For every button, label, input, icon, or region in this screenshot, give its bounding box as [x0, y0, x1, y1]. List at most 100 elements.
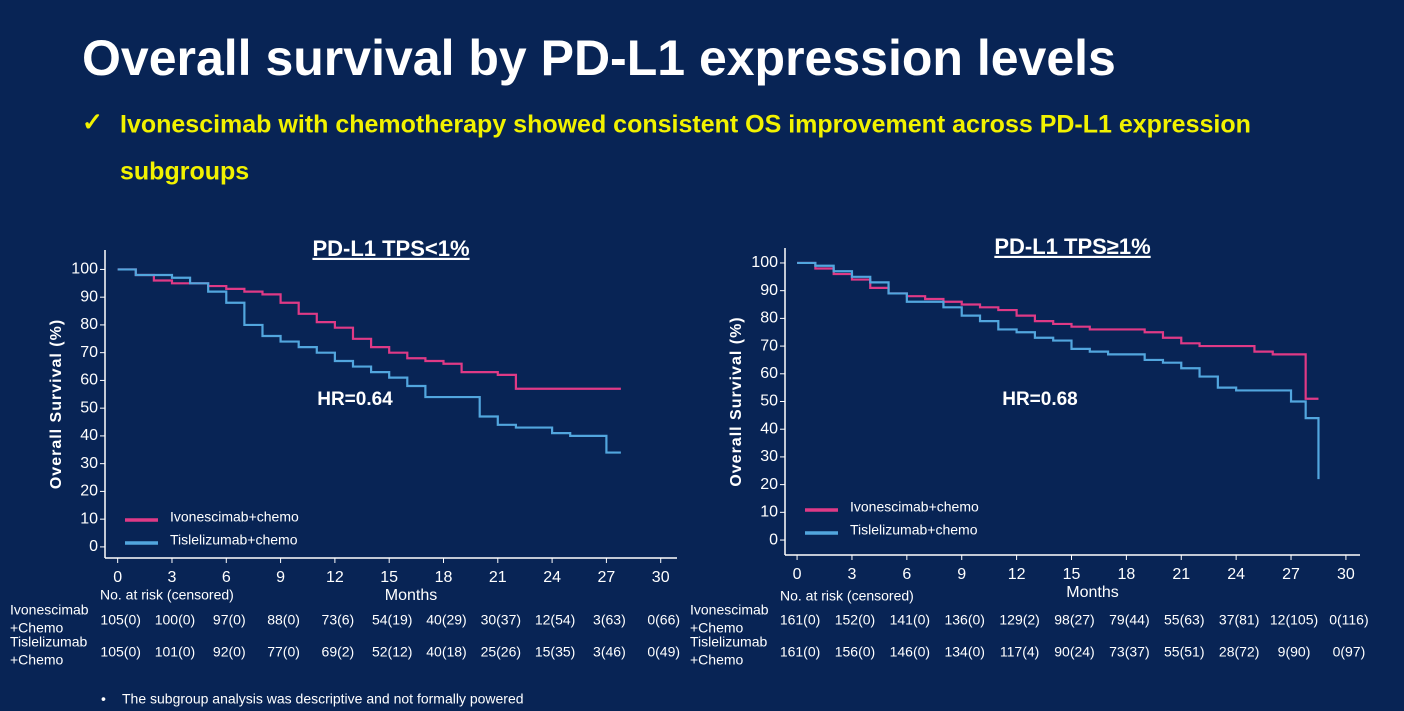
hazard-ratio: HR=0.64	[317, 389, 393, 410]
risk-value: 0(97)	[1333, 644, 1366, 660]
risk-row-label: +Chemo	[690, 652, 744, 668]
x-tick-label: 27	[1282, 566, 1300, 583]
risk-value: 12(105)	[1270, 612, 1318, 628]
risk-value: 134(0)	[944, 644, 984, 660]
survival-curve	[797, 261, 1319, 400]
x-tick-label: 24	[1227, 566, 1245, 583]
y-tick-label: 10	[80, 510, 98, 527]
risk-value: 88(0)	[267, 612, 300, 628]
y-tick-label: 0	[89, 538, 98, 555]
x-tick-label: 0	[113, 569, 122, 586]
check-mark: ✓	[82, 109, 103, 137]
x-tick-label: 27	[598, 569, 616, 586]
risk-value: 161(0)	[780, 644, 820, 660]
risk-value: 161(0)	[780, 612, 820, 628]
risk-value: 101(0)	[155, 644, 195, 660]
risk-value: 152(0)	[835, 612, 875, 628]
x-tick-label: 30	[1337, 566, 1355, 583]
y-tick-label: 40	[760, 420, 778, 437]
y-tick-label: 40	[80, 427, 98, 444]
y-tick-label: 30	[80, 455, 98, 472]
risk-value: 73(6)	[322, 612, 355, 628]
risk-value: 28(72)	[1219, 644, 1259, 660]
hazard-ratio: HR=0.68	[1002, 389, 1078, 410]
bullet-text: subgroups	[120, 158, 249, 186]
risk-row-label: Ivonescimab	[690, 602, 769, 618]
survival-curve	[117, 268, 621, 454]
risk-value: 105(0)	[100, 612, 140, 628]
y-tick-label: 20	[760, 476, 778, 493]
risk-value: 15(35)	[535, 644, 575, 660]
risk-row-label: +Chemo	[10, 652, 64, 668]
risk-value: 73(37)	[1109, 644, 1149, 660]
risk-table-title: No. at risk (censored)	[780, 588, 914, 604]
risk-value: 90(24)	[1054, 644, 1094, 660]
x-tick-label: 30	[652, 569, 670, 586]
risk-value: 100(0)	[155, 612, 195, 628]
x-tick-label: 18	[1117, 566, 1135, 583]
legend-label: Ivonescimab+chemo	[170, 509, 299, 525]
y-tick-label: 80	[80, 316, 98, 333]
risk-value: 92(0)	[213, 644, 246, 660]
risk-value: 141(0)	[890, 612, 930, 628]
risk-value: 12(54)	[535, 612, 575, 628]
x-tick-label: 3	[848, 566, 857, 583]
risk-value: 105(0)	[100, 644, 140, 660]
risk-value: 0(49)	[647, 644, 680, 660]
risk-value: 30(37)	[481, 612, 521, 628]
x-tick-label: 9	[957, 566, 966, 583]
risk-value: 55(63)	[1164, 612, 1204, 628]
y-tick-label: 50	[80, 399, 98, 416]
legend-label: Ivonescimab+chemo	[850, 499, 979, 515]
x-tick-label: 3	[168, 569, 177, 586]
risk-value: 69(2)	[322, 644, 355, 660]
y-tick-label: 10	[760, 504, 778, 521]
risk-value: 54(19)	[372, 612, 412, 628]
risk-value: 98(27)	[1054, 612, 1094, 628]
risk-value: 77(0)	[267, 644, 300, 660]
legend-label: Tislelizumab+chemo	[850, 522, 978, 538]
legend-label: Tislelizumab+chemo	[170, 532, 298, 548]
risk-value: 3(63)	[593, 612, 626, 628]
x-tick-label: 9	[276, 569, 285, 586]
x-tick-label: 6	[902, 566, 911, 583]
risk-value: 0(66)	[647, 612, 680, 628]
risk-value: 40(29)	[426, 612, 466, 628]
x-tick-label: 6	[222, 569, 231, 586]
risk-table-title: No. at risk (censored)	[100, 587, 234, 603]
y-tick-label: 70	[760, 337, 778, 354]
x-tick-label: 21	[1172, 566, 1190, 583]
y-tick-label: 60	[760, 365, 778, 382]
y-tick-label: 100	[71, 261, 98, 278]
x-tick-label: 0	[793, 566, 802, 583]
chart-title: PD-L1 TPS<1%	[312, 236, 469, 261]
x-axis-label: Months	[1066, 584, 1118, 601]
y-axis-label: Overall Survival (%)	[48, 319, 65, 489]
x-tick-label: 15	[380, 569, 398, 586]
risk-value: 97(0)	[213, 612, 246, 628]
y-tick-label: 90	[760, 282, 778, 299]
x-tick-label: 15	[1063, 566, 1081, 583]
x-tick-label: 12	[326, 569, 344, 586]
y-tick-label: 20	[80, 483, 98, 500]
risk-value: 37(81)	[1219, 612, 1259, 628]
x-tick-label: 18	[435, 569, 453, 586]
y-axis-label: Overall Survival (%)	[728, 316, 745, 486]
risk-row-label: +Chemo	[10, 620, 64, 636]
y-tick-label: 0	[769, 531, 778, 548]
risk-value: 0(116)	[1329, 612, 1368, 628]
risk-row-label: Ivonescimab	[10, 602, 89, 618]
risk-value: 3(46)	[593, 644, 626, 660]
risk-value: 52(12)	[372, 644, 412, 660]
footnote-mark: •	[101, 691, 106, 707]
slide-title: Overall survival by PD-L1 expression lev…	[82, 30, 1116, 86]
risk-value: 136(0)	[944, 612, 984, 628]
risk-value: 129(2)	[999, 612, 1039, 628]
risk-value: 117(4)	[1000, 644, 1039, 660]
chart-title: PD-L1 TPS≥1%	[994, 234, 1150, 259]
risk-value: 156(0)	[835, 644, 875, 660]
risk-value: 79(44)	[1109, 612, 1149, 628]
x-tick-label: 21	[489, 569, 507, 586]
